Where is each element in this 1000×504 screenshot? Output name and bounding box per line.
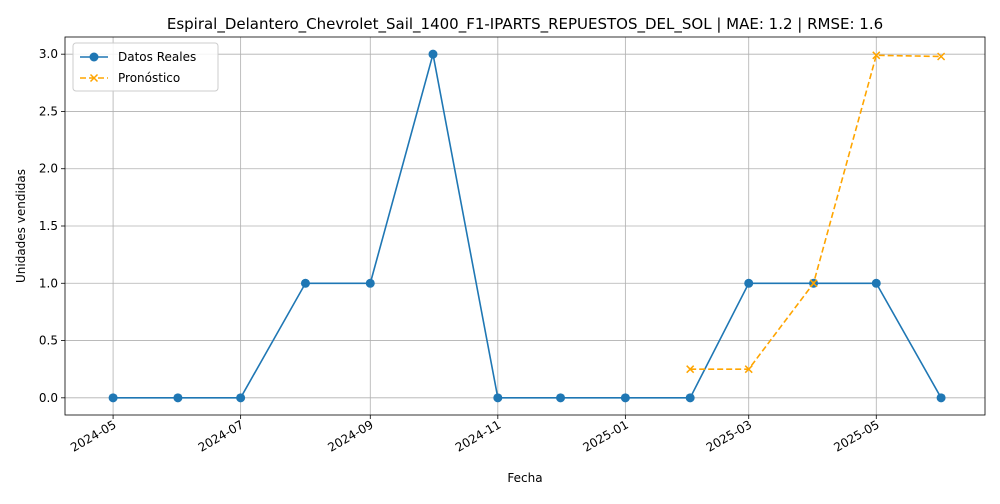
data-point-forecast xyxy=(872,51,881,60)
legend-box xyxy=(72,42,219,92)
data-point-forecast xyxy=(809,279,818,288)
data-point-actual xyxy=(871,278,881,288)
data-point-actual xyxy=(428,49,438,59)
data-point-actual xyxy=(365,278,375,288)
data-point-actual xyxy=(936,393,946,403)
series-layer xyxy=(108,49,946,403)
y-tick-label: 3.0 xyxy=(39,47,58,61)
y-tick-label: 1.5 xyxy=(39,219,58,233)
legend-marker-forecast xyxy=(89,73,99,83)
marker-stroke xyxy=(872,51,881,60)
marker-stroke xyxy=(937,52,946,61)
data-point-forecast xyxy=(937,52,946,61)
y-tick-label: 0.5 xyxy=(39,334,58,348)
data-point-actual xyxy=(744,278,754,288)
chart-title: Espiral_Delantero_Chevrolet_Sail_1400_F1… xyxy=(167,15,883,34)
y-tick-label: 2.5 xyxy=(39,104,58,118)
data-point-forecast xyxy=(686,365,695,374)
series-line-actual xyxy=(113,53,942,399)
data-point-actual xyxy=(173,393,183,403)
series-line-forecast xyxy=(690,54,942,370)
ticks-layer: 2024-05 2024-07 2024-09 2024-11 2025-01 2025-… xyxy=(39,47,882,454)
y-tick-label: 0.0 xyxy=(39,391,58,405)
data-point-actual xyxy=(108,393,118,403)
data-point-forecast xyxy=(744,365,753,374)
y-axis-label: Unidades vendidas xyxy=(14,169,28,283)
x-tick-label: 2024-05 xyxy=(68,417,118,454)
legend-label-forecast: Pronóstico xyxy=(118,71,180,85)
x-tick-label: 2025-03 xyxy=(704,417,754,454)
grid-layer xyxy=(65,37,985,415)
data-point-actual xyxy=(556,393,566,403)
marker-stroke xyxy=(686,365,695,374)
x-tick-label: 2024-07 xyxy=(196,417,246,454)
x-tick-label: 2024-11 xyxy=(453,417,503,454)
data-point-actual xyxy=(300,278,310,288)
legend: Datos Reales Pronóstico xyxy=(72,42,219,92)
x-tick-label: 2025-05 xyxy=(831,417,881,454)
marker-stroke xyxy=(89,73,99,83)
data-point-actual xyxy=(236,393,246,403)
y-tick-label: 1.0 xyxy=(39,276,58,290)
data-point-actual xyxy=(620,393,630,403)
x-tick-label: 2024-09 xyxy=(325,417,375,454)
x-tick-label: 2025-01 xyxy=(580,417,630,454)
x-axis-label: Fecha xyxy=(507,471,542,485)
marker-stroke xyxy=(809,279,818,288)
data-point-actual xyxy=(493,393,503,403)
legend-marker-actual xyxy=(89,52,99,62)
marker-stroke xyxy=(744,365,753,374)
y-tick-label: 2.0 xyxy=(39,162,58,176)
data-point-actual xyxy=(685,393,695,403)
legend-label-actual: Datos Reales xyxy=(118,50,196,64)
